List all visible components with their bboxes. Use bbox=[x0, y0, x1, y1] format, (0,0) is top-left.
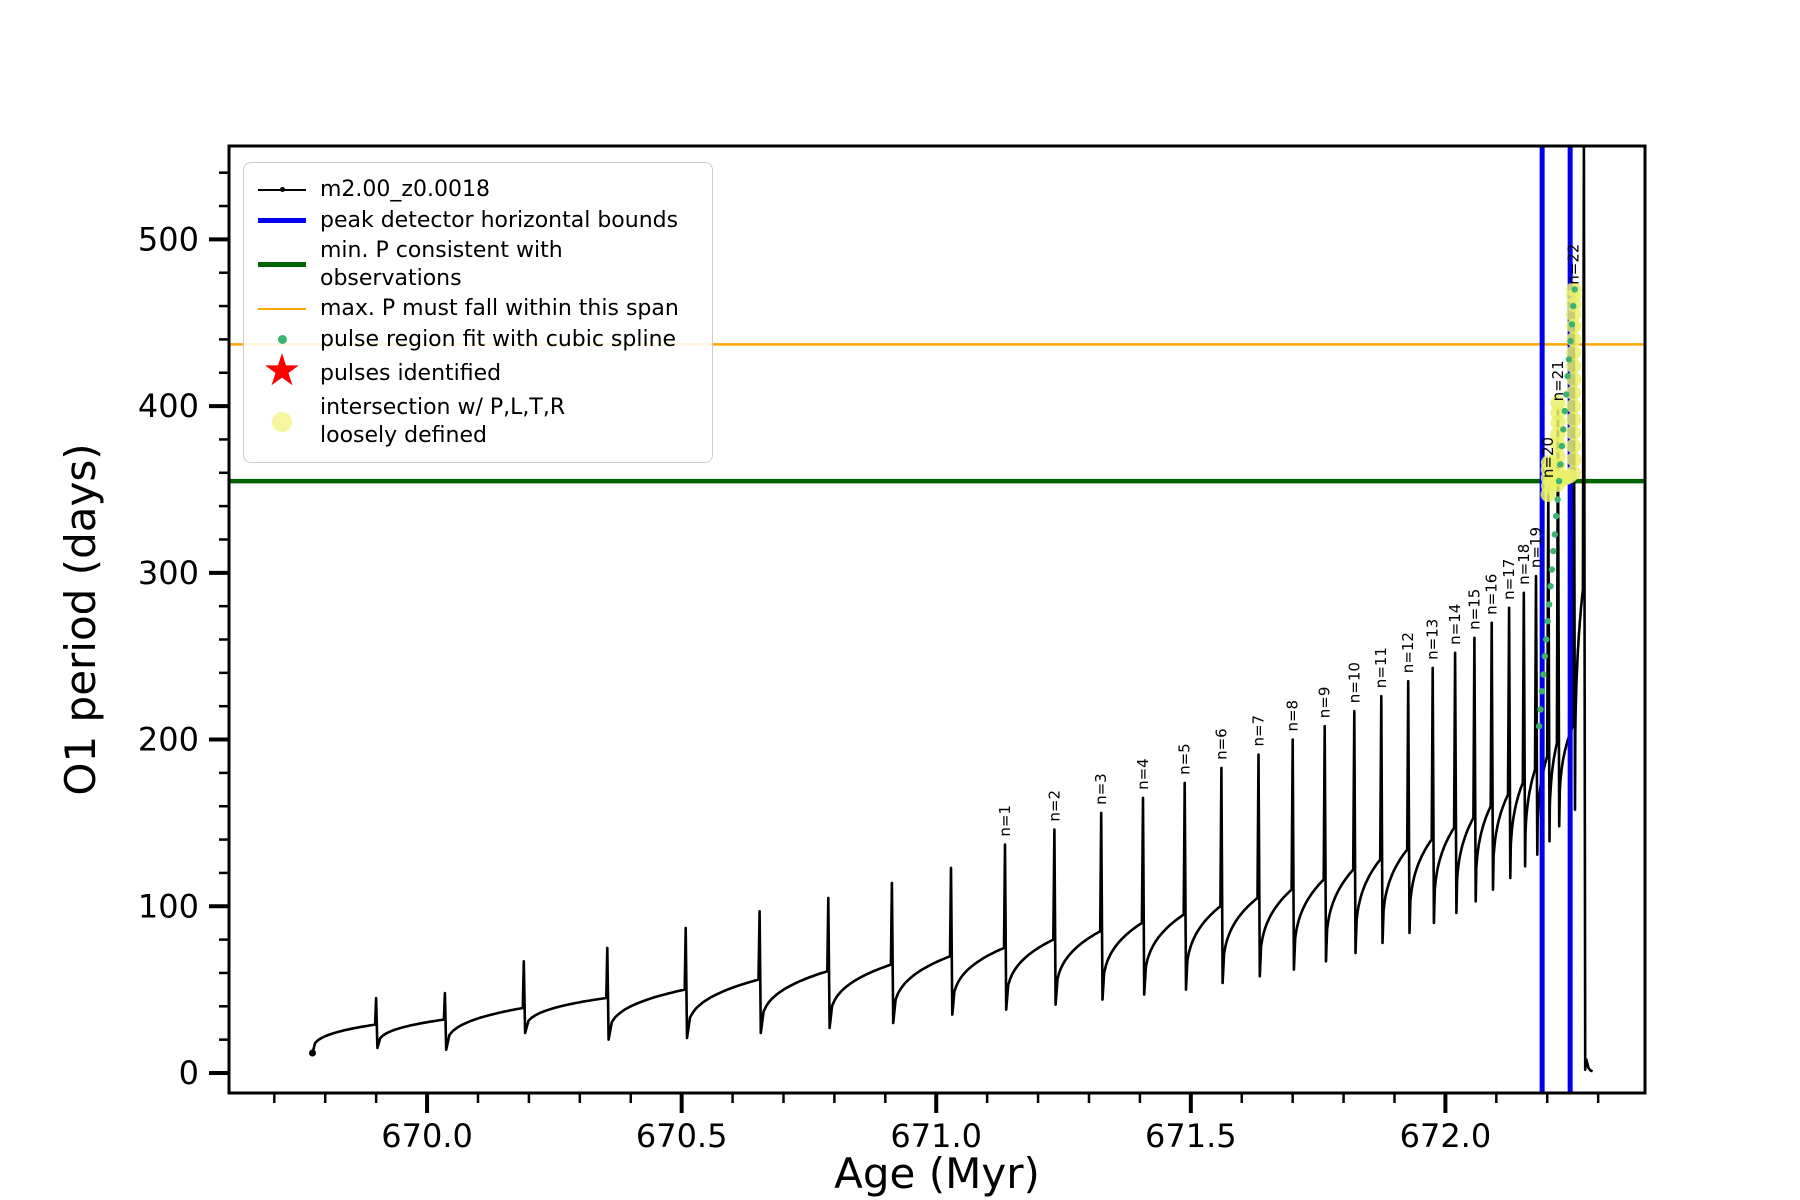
legend-label-spline: pulse region fit with cubic spline bbox=[320, 326, 677, 352]
intersection-dot bbox=[1550, 448, 1566, 464]
main-series-path bbox=[311, 146, 1594, 1073]
spline-fit-dot bbox=[1561, 407, 1569, 415]
orange-line-swatch bbox=[256, 307, 308, 310]
intersection-dot bbox=[1566, 425, 1582, 441]
pulse-label-n-4: n=4 bbox=[1134, 758, 1152, 790]
legend-label-min-p: min. P consistent with observations bbox=[320, 238, 563, 291]
legend-label-intersection: intersection w/ P,L,T,R loosely defined bbox=[320, 395, 566, 448]
pulse-label-n-13: n=13 bbox=[1424, 619, 1442, 660]
y-tick-label: 500 bbox=[138, 220, 199, 258]
pulse-label-n-6: n=6 bbox=[1212, 728, 1230, 760]
spline-fit-dot bbox=[1557, 461, 1564, 468]
series-line-swatch bbox=[256, 187, 308, 193]
spline-fit-dot bbox=[1567, 337, 1574, 345]
spline-fit-dot bbox=[1547, 583, 1554, 590]
pulse-label-n-7: n=7 bbox=[1250, 715, 1268, 747]
intersection-dot bbox=[1566, 398, 1582, 414]
legend-item-min-p: min. P consistent with observations bbox=[256, 237, 700, 292]
x-tick-label: 670.5 bbox=[636, 1117, 728, 1155]
legend-item-peak-bounds: peak detector horizontal bounds bbox=[256, 207, 700, 235]
y-tick-label: 300 bbox=[138, 554, 199, 592]
y-axis-label: O1 period (days) bbox=[56, 443, 105, 795]
spline-fit-dot bbox=[1558, 442, 1566, 450]
legend-item-series: m2.00_z0.0018 bbox=[256, 176, 700, 204]
pulse-label-n-12: n=12 bbox=[1399, 632, 1417, 673]
pulse-label-n-3: n=3 bbox=[1092, 773, 1110, 805]
spline-fit-dot bbox=[1551, 531, 1559, 538]
x-tick-label: 672.0 bbox=[1400, 1117, 1492, 1155]
intersection-dot bbox=[1566, 411, 1582, 427]
spline-fit-dot bbox=[1541, 653, 1549, 660]
y-tick-label: 0 bbox=[179, 1054, 199, 1092]
pulse-label-n-14: n=14 bbox=[1446, 604, 1464, 645]
spline-fit-dot bbox=[1565, 356, 1573, 363]
series-marker-dot bbox=[280, 187, 285, 193]
spline-fit-dot bbox=[1553, 512, 1560, 520]
blue-line-swatch bbox=[256, 217, 308, 223]
legend-item-spline: pulse region fit with cubic spline bbox=[256, 326, 700, 354]
green-dot-icon bbox=[256, 334, 308, 344]
y-tick-label: 400 bbox=[138, 387, 199, 425]
y-tick-label: 100 bbox=[138, 887, 199, 925]
spline-fit-dot bbox=[1563, 391, 1570, 398]
spline-fit-dot bbox=[1560, 426, 1567, 433]
x-axis-label: Age (Myr) bbox=[834, 1149, 1040, 1198]
spline-fit-dot bbox=[1538, 688, 1546, 695]
legend-item-intersection: intersection w/ P,L,T,R loosely defined bbox=[256, 394, 700, 449]
legend-label-max-p: max. P must fall within this span bbox=[320, 296, 679, 321]
spline-fit-dot bbox=[1564, 372, 1571, 380]
x-tick-label: 671.0 bbox=[890, 1117, 982, 1155]
pulse-label-n-2: n=2 bbox=[1045, 790, 1063, 822]
legend: m2.00_z0.0018 peak detector horizontal b… bbox=[243, 162, 713, 464]
spline-fit-dot bbox=[1543, 636, 1550, 643]
yellow-dot-icon bbox=[256, 411, 308, 432]
spline-fit-dot bbox=[1550, 547, 1557, 555]
spline-fit-dot bbox=[1535, 723, 1543, 730]
spline-fit-dot bbox=[1570, 302, 1577, 310]
intersection-dot bbox=[1566, 451, 1582, 467]
legend-item-pulses: ★ pulses identified bbox=[256, 345, 700, 396]
green-line-swatch bbox=[256, 262, 308, 267]
pulse-label-n-22: n=22 bbox=[1565, 244, 1583, 285]
intersection-dot bbox=[1550, 395, 1566, 411]
spline-fit-dot bbox=[1545, 601, 1553, 608]
pulse-label-n-15: n=15 bbox=[1465, 589, 1483, 630]
spline-fit-dot bbox=[1548, 566, 1556, 573]
intersection-dot bbox=[1566, 385, 1581, 401]
legend-label-peak-bounds: peak detector horizontal bounds bbox=[320, 207, 679, 233]
pulse-label-n-10: n=10 bbox=[1345, 662, 1363, 703]
pulse-label-n-9: n=9 bbox=[1316, 687, 1334, 719]
pulse-label-n-16: n=16 bbox=[1483, 574, 1501, 615]
pulse-label-n-11: n=11 bbox=[1372, 647, 1390, 688]
x-tick-label: 671.5 bbox=[1145, 1117, 1237, 1155]
pulse-label-n-20: n=20 bbox=[1539, 437, 1557, 478]
spline-fit-dot bbox=[1568, 321, 1576, 328]
spline-fit-dot bbox=[1544, 618, 1551, 625]
intersection-dot bbox=[1566, 438, 1582, 454]
series-start-dot bbox=[309, 1049, 317, 1057]
legend-item-max-p: max. P must fall within this span bbox=[256, 295, 700, 323]
pulse-label-n-18: n=18 bbox=[1515, 544, 1533, 585]
spline-fit-dot bbox=[1571, 286, 1578, 293]
pulse-label-n-8: n=8 bbox=[1284, 700, 1302, 732]
pulse-label-n-19: n=19 bbox=[1527, 527, 1545, 568]
spline-fit-dot bbox=[1540, 671, 1547, 678]
x-tick-label: 670.0 bbox=[381, 1117, 473, 1155]
legend-label-pulses: pulses identified bbox=[320, 360, 502, 386]
pulse-label-n-5: n=5 bbox=[1176, 743, 1194, 775]
spline-fit-dot bbox=[1537, 706, 1544, 713]
red-star-icon: ★ bbox=[262, 345, 302, 396]
intersection-dot bbox=[1562, 468, 1578, 484]
spline-fit-dot bbox=[1554, 496, 1561, 503]
pulse-label-n-1: n=1 bbox=[996, 805, 1014, 837]
pulse-label-n-17: n=17 bbox=[1500, 559, 1518, 600]
pulse-label-n-21: n=21 bbox=[1549, 360, 1567, 401]
spline-fit-dot bbox=[1555, 477, 1563, 485]
y-tick-label: 200 bbox=[138, 721, 199, 759]
legend-label-series: m2.00_z0.0018 bbox=[320, 177, 490, 202]
